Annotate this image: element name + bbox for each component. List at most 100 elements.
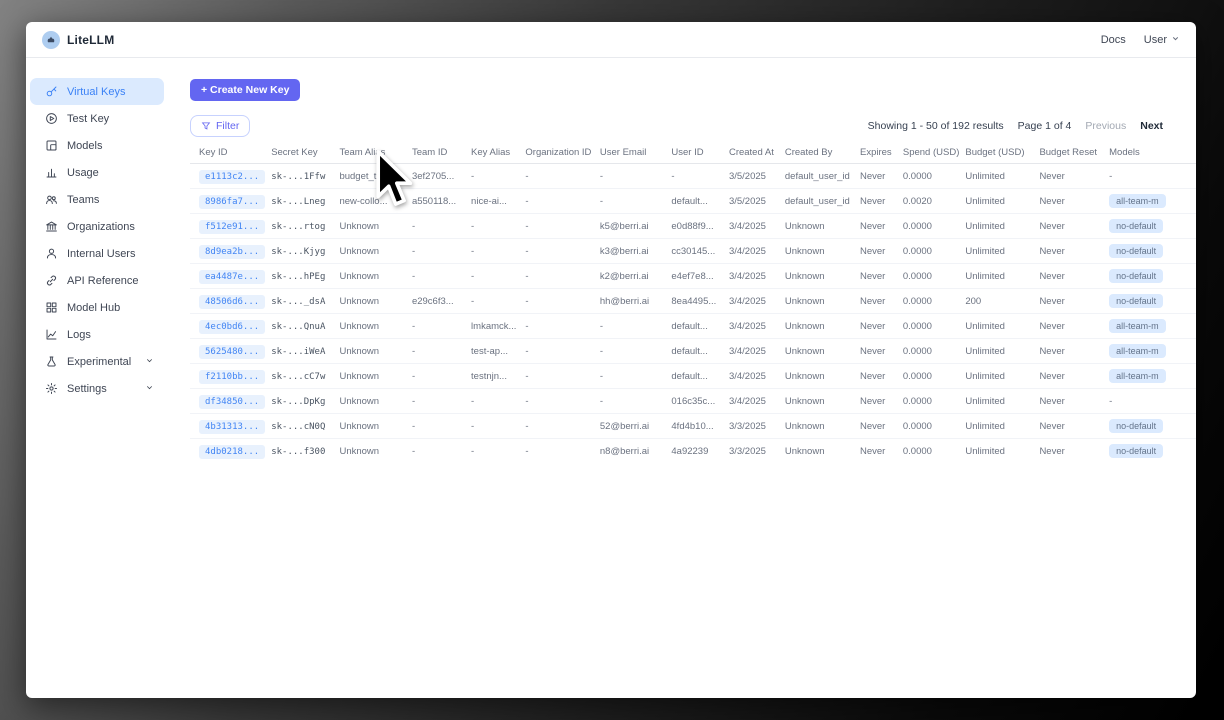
table-cell: - bbox=[525, 188, 600, 214]
table-cell: 3/4/2025 bbox=[728, 388, 785, 414]
chevron-down-icon bbox=[145, 356, 154, 368]
model-badge: no-default bbox=[1109, 294, 1164, 308]
table-cell: Never bbox=[859, 213, 903, 239]
grid-icon bbox=[44, 301, 58, 315]
key-id-link[interactable]: f512e91... bbox=[199, 219, 266, 234]
create-new-key-button[interactable]: + Create New Key bbox=[190, 79, 301, 101]
block-icon bbox=[44, 139, 58, 153]
table-cell: Unknown bbox=[784, 313, 860, 339]
table-cell: - bbox=[599, 188, 672, 214]
key-id-cell: 8986fa7... bbox=[190, 188, 272, 214]
table-cell: Unlimited bbox=[965, 338, 1040, 364]
table-cell: - bbox=[599, 363, 672, 389]
key-id-cell: 4db0218... bbox=[190, 438, 272, 459]
table-cell: testnjn... bbox=[471, 363, 526, 389]
sidebar-item-model-hub[interactable]: Model Hub bbox=[30, 294, 164, 321]
secret-key-cell: sk-...QnuA bbox=[271, 313, 340, 339]
table-cell: Never bbox=[859, 363, 903, 389]
table-cell: - bbox=[411, 238, 472, 264]
table-row: 48506d6... sk-..._dsA Unknown e29c6f3... - - h… bbox=[190, 288, 1196, 314]
next-page-button[interactable]: Next bbox=[1140, 120, 1163, 132]
table-cell: - bbox=[411, 438, 472, 459]
table-cell: lmkamck... bbox=[471, 313, 526, 339]
table-cell: Never bbox=[859, 413, 903, 439]
sidebar-item-internal-users[interactable]: Internal Users bbox=[30, 240, 164, 267]
model-badge: all-team-m bbox=[1109, 319, 1166, 333]
table-cell: 200 bbox=[965, 288, 1040, 314]
table-cell: Unknown bbox=[784, 413, 860, 439]
user-menu-label: User bbox=[1143, 33, 1167, 46]
table-cell: a550118... bbox=[411, 188, 472, 214]
previous-page-button[interactable]: Previous bbox=[1085, 120, 1127, 132]
table-cell: - bbox=[671, 163, 729, 189]
key-id-link[interactable]: ea4487e... bbox=[199, 269, 266, 284]
table-cell: Never bbox=[859, 263, 903, 289]
table-cell: Unlimited bbox=[965, 388, 1040, 414]
docs-link[interactable]: Docs bbox=[1100, 33, 1126, 46]
models-cell: all-team-m bbox=[1109, 338, 1196, 364]
table-cell: 0.0000 bbox=[902, 438, 966, 459]
table-cell: 0.0000 bbox=[902, 213, 966, 239]
sidebar-item-teams[interactable]: Teams bbox=[30, 186, 164, 213]
key-id-link[interactable]: 4b31313... bbox=[199, 419, 266, 434]
app-window: LiteLLM Docs User Virtual Keys Test Key Mo… bbox=[26, 22, 1196, 698]
key-id-cell: 5625480... bbox=[190, 338, 272, 364]
table-cell: nice-ai... bbox=[471, 188, 526, 214]
table-cell: k5@berri.ai bbox=[599, 213, 672, 239]
table-cell: 0.0000 bbox=[902, 338, 966, 364]
filter-button[interactable]: Filter bbox=[190, 115, 251, 137]
key-id-link[interactable]: f2110bb... bbox=[199, 369, 266, 384]
key-id-link[interactable]: 5625480... bbox=[199, 344, 266, 359]
brand: LiteLLM bbox=[42, 30, 114, 49]
table-cell: Unlimited bbox=[965, 313, 1040, 339]
table-cell: 3/4/2025 bbox=[728, 363, 785, 389]
table-cell: 4fd4b10... bbox=[671, 413, 729, 439]
table-cell: cc30145... bbox=[671, 238, 729, 264]
key-id-link[interactable]: 8986fa7... bbox=[199, 194, 266, 209]
models-cell: no-default bbox=[1109, 238, 1196, 264]
key-id-link[interactable]: 8d9ea2b... bbox=[199, 244, 266, 259]
sidebar-item-settings[interactable]: Settings bbox=[30, 375, 164, 402]
key-id-link[interactable]: 48506d6... bbox=[199, 294, 266, 309]
sidebar-item-models[interactable]: Models bbox=[30, 132, 164, 159]
table-cell: k3@berri.ai bbox=[599, 238, 672, 264]
secret-key-value: sk-...hPEg bbox=[271, 271, 326, 282]
keys-table-container: Key ID Secret Key Team Alias Team ID Key Ali… bbox=[190, 147, 1196, 459]
table-cell: new-collo... bbox=[339, 188, 412, 214]
keys-table: Key ID Secret Key Team Alias Team ID Key Ali… bbox=[190, 147, 1196, 459]
model-badge: all-team-m bbox=[1109, 369, 1166, 383]
sidebar-item-api-reference[interactable]: API Reference bbox=[30, 267, 164, 294]
table-cell: 52@berri.ai bbox=[599, 413, 672, 439]
key-id-link[interactable]: 4db0218... bbox=[199, 444, 266, 459]
table-cell: - bbox=[525, 363, 600, 389]
secret-key-cell: sk-...f300 bbox=[271, 438, 340, 459]
column-header-secret-key: Secret Key bbox=[271, 147, 340, 164]
table-cell: n8@berri.ai bbox=[599, 438, 672, 459]
table-cell: - bbox=[525, 338, 600, 364]
key-id-link[interactable]: e1113c2... bbox=[199, 169, 266, 184]
user-menu[interactable]: User bbox=[1144, 34, 1180, 46]
sidebar-item-label: Models bbox=[67, 139, 103, 152]
table-cell: - bbox=[411, 263, 472, 289]
table-cell: - bbox=[471, 413, 526, 439]
table-cell: - bbox=[471, 388, 526, 414]
sidebar-item-experimental[interactable]: Experimental bbox=[30, 348, 164, 375]
sidebar-item-label: Settings bbox=[67, 382, 107, 395]
key-id-link[interactable]: df34850... bbox=[199, 394, 266, 409]
table-cell: 0.0000 bbox=[902, 288, 966, 314]
secret-key-value: sk-...iWeA bbox=[271, 346, 326, 357]
table-cell: default... bbox=[671, 363, 729, 389]
key-id-link[interactable]: 4ec0bd6... bbox=[199, 319, 266, 334]
sidebar-item-organizations[interactable]: Organizations bbox=[30, 213, 164, 240]
sidebar-item-logs[interactable]: Logs bbox=[30, 321, 164, 348]
table-cell: default... bbox=[671, 313, 729, 339]
table-row: f2110bb... sk-...cC7w Unknown - testnjn... - -… bbox=[190, 363, 1196, 389]
chevron-down-icon bbox=[145, 383, 154, 395]
column-header-team-alias: Team Alias bbox=[339, 147, 412, 164]
table-cell: Unknown bbox=[339, 263, 412, 289]
table-cell: Never bbox=[1039, 363, 1110, 389]
sidebar-item-virtual-keys[interactable]: Virtual Keys bbox=[30, 78, 164, 105]
sidebar-item-test-key[interactable]: Test Key bbox=[30, 105, 164, 132]
sidebar-item-usage[interactable]: Usage bbox=[30, 159, 164, 186]
table-cell: Never bbox=[859, 313, 903, 339]
